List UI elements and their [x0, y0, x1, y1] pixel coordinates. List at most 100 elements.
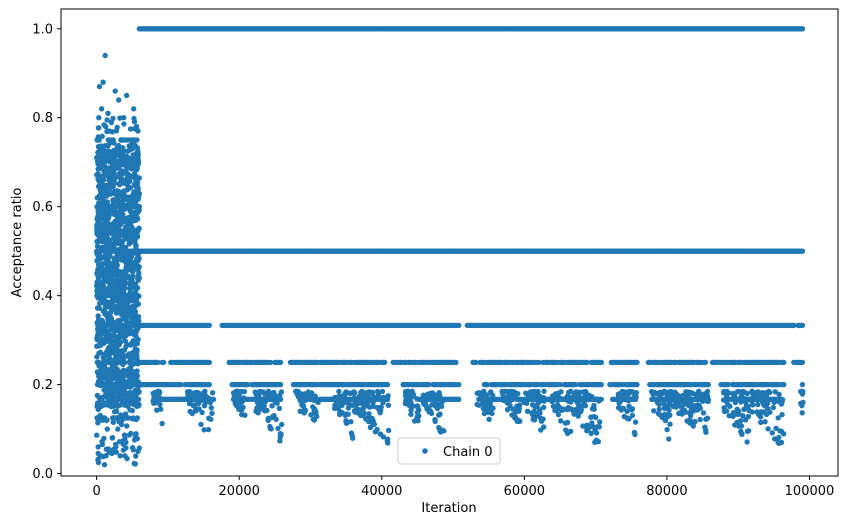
data-point — [657, 389, 663, 395]
data-point — [132, 182, 139, 188]
data-point — [408, 407, 414, 413]
data-point — [684, 418, 690, 424]
data-point — [705, 381, 711, 388]
data-point — [651, 408, 657, 414]
data-point — [118, 322, 124, 329]
data-point — [414, 396, 420, 402]
data-point — [159, 420, 165, 427]
data-point — [129, 239, 135, 245]
data-point — [541, 424, 547, 430]
data-point — [192, 403, 198, 409]
data-point — [402, 400, 409, 407]
data-point — [117, 453, 123, 459]
data-point — [598, 359, 604, 366]
data-point — [697, 392, 703, 398]
data-point — [279, 421, 285, 428]
data-point — [109, 276, 115, 282]
data-point — [125, 183, 131, 189]
data-point — [101, 162, 108, 169]
data-point — [123, 168, 129, 174]
data-point — [374, 388, 381, 395]
data-point — [132, 303, 138, 309]
data-point — [656, 411, 663, 417]
data-point — [276, 405, 283, 411]
data-point — [113, 396, 120, 402]
data-point — [584, 428, 590, 434]
data-point — [123, 164, 130, 170]
data-point — [107, 327, 114, 333]
data-point — [131, 106, 137, 112]
data-point — [683, 389, 689, 395]
data-point — [385, 427, 392, 434]
data-point — [531, 408, 538, 415]
data-point — [357, 407, 363, 413]
data-point — [274, 400, 280, 406]
data-point — [111, 409, 118, 415]
data-point — [96, 369, 103, 376]
data-point — [110, 369, 117, 375]
data-point — [133, 285, 140, 291]
data-point — [127, 322, 133, 329]
data-point — [121, 381, 127, 388]
data-point — [158, 406, 164, 412]
data-point — [130, 269, 136, 275]
data-point — [104, 311, 111, 317]
data-point — [377, 410, 383, 416]
data-point — [115, 144, 122, 150]
data-point — [122, 285, 128, 291]
data-point — [367, 424, 374, 431]
data-point — [127, 204, 133, 210]
data-point — [625, 415, 631, 422]
data-point — [123, 92, 130, 99]
data-point — [103, 182, 109, 188]
data-point — [114, 216, 121, 223]
data-point — [439, 427, 445, 433]
data-point — [584, 422, 590, 428]
data-point — [438, 401, 444, 408]
data-point — [160, 359, 167, 366]
data-point — [134, 436, 140, 442]
data-point — [120, 280, 126, 286]
data-point — [597, 419, 603, 425]
data-point — [102, 248, 108, 254]
data-point — [594, 396, 600, 402]
data-point — [654, 399, 661, 406]
data-point — [102, 188, 108, 195]
data-point — [704, 388, 711, 395]
data-point — [110, 348, 116, 354]
data-point — [554, 407, 560, 413]
data-point — [258, 397, 264, 403]
data-point — [239, 399, 245, 405]
data-point — [540, 395, 547, 401]
data-point — [122, 411, 129, 417]
data-point — [125, 196, 132, 202]
data-point — [132, 311, 138, 317]
data-point — [101, 292, 108, 299]
data-point — [198, 421, 204, 428]
data-point — [799, 359, 806, 366]
data-point — [368, 418, 375, 424]
data-point — [101, 462, 108, 468]
data-point — [126, 359, 132, 366]
data-point — [294, 391, 301, 398]
data-point — [509, 396, 515, 402]
data-point — [523, 390, 529, 396]
data-point — [704, 396, 711, 402]
data-point — [691, 419, 698, 425]
data-point — [97, 292, 103, 299]
data-point — [299, 402, 305, 408]
data-point — [98, 106, 105, 112]
data-point — [94, 354, 100, 360]
data-point — [356, 393, 362, 400]
data-point — [277, 434, 283, 440]
data-point — [110, 415, 116, 421]
data-point — [385, 402, 392, 408]
data-point — [206, 322, 212, 329]
data-point — [96, 115, 102, 121]
data-point — [402, 393, 409, 399]
data-point — [541, 388, 547, 394]
data-point — [799, 26, 806, 32]
data-point — [273, 416, 279, 423]
data-point — [135, 161, 141, 167]
